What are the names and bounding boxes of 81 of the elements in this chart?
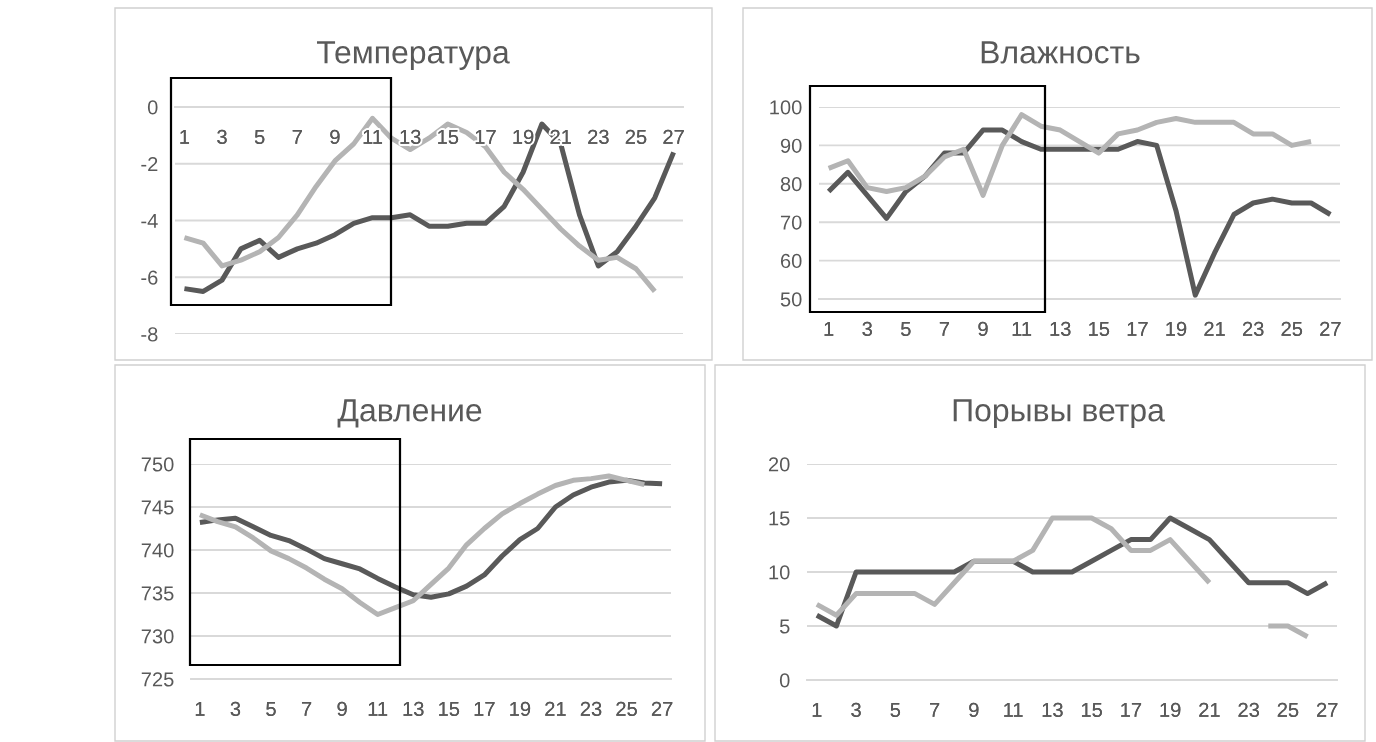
y-tick-label: 10 <box>769 565 790 580</box>
x-tick-label: 13 <box>1050 321 1071 337</box>
x-tick-label: 15 <box>439 701 460 717</box>
x-tick-label: 11 <box>363 129 383 144</box>
x-tick-label: 1 <box>180 129 190 144</box>
y-tick-label: -2 <box>141 156 158 172</box>
x-tick-label: 1 <box>195 701 205 716</box>
chart-title: Влажность <box>981 41 1140 64</box>
x-tick-label: 1 <box>812 702 822 717</box>
x-tick-label: 3 <box>851 702 861 718</box>
x-tick-label: 13 <box>400 129 421 145</box>
y-tick-label: 735 <box>141 586 174 601</box>
x-tick-label: 27 <box>651 701 673 716</box>
x-tick-label: 19 <box>510 701 531 717</box>
x-tick-label: 15 <box>438 129 459 145</box>
y-tick-label: 740 <box>141 543 174 558</box>
chart-title: Давление <box>337 399 482 428</box>
x-tick-label: 17 <box>1127 321 1148 336</box>
x-tick-label: 21 <box>545 701 566 716</box>
y-tick-label: 0 <box>147 100 158 115</box>
y-tick-label: 50 <box>780 292 802 307</box>
y-tick-label: 725 <box>141 672 174 687</box>
x-tick-label: 9 <box>337 701 347 717</box>
x-tick-label: 17 <box>474 701 495 716</box>
x-tick-label: 5 <box>890 702 901 718</box>
y-tick-label: 730 <box>141 629 174 644</box>
x-tick-label: 21 <box>1199 702 1220 717</box>
x-tick-label: 3 <box>230 701 241 717</box>
y-tick-label: -4 <box>141 213 158 228</box>
x-tick-label: 19 <box>1166 321 1187 337</box>
y-tick-label: 80 <box>780 177 802 192</box>
x-tick-label: 1 <box>824 321 834 336</box>
y-tick-label: 70 <box>780 215 802 230</box>
y-tick-label: -6 <box>141 270 158 285</box>
x-tick-label: 11 <box>368 701 388 716</box>
y-tick-label: 5 <box>779 619 790 634</box>
x-tick-label: 19 <box>513 129 534 145</box>
x-tick-label: 7 <box>301 701 312 716</box>
chart-title: Температура <box>317 41 510 70</box>
x-tick-label: 17 <box>475 129 496 144</box>
x-tick-label: 7 <box>930 702 940 717</box>
x-tick-label: 9 <box>969 702 979 718</box>
x-tick-label: 5 <box>266 701 276 717</box>
x-tick-label: 23 <box>1242 321 1264 337</box>
x-tick-label: 7 <box>292 129 302 144</box>
x-tick-label: 23 <box>580 701 602 717</box>
y-tick-label: 100 <box>770 100 802 115</box>
x-tick-label: 27 <box>1317 702 1338 717</box>
x-tick-label: 3 <box>217 129 227 145</box>
x-tick-label: 9 <box>978 321 988 337</box>
y-tick-label: 750 <box>141 457 174 472</box>
x-tick-label: 25 <box>1281 321 1303 337</box>
x-tick-label: 13 <box>1042 702 1063 718</box>
x-tick-label: 5 <box>901 321 911 337</box>
x-tick-label: 5 <box>254 129 265 145</box>
y-tick-label: 60 <box>780 253 802 269</box>
x-tick-label: 27 <box>1320 321 1341 336</box>
y-tick-label: 0 <box>779 673 790 688</box>
x-tick-label: 7 <box>939 321 950 336</box>
x-tick-label: 3 <box>862 321 872 337</box>
y-tick-label: 745 <box>141 500 174 515</box>
x-tick-label: 13 <box>403 701 424 717</box>
x-tick-label: 17 <box>1121 702 1142 717</box>
x-tick-label: 15 <box>1081 702 1102 718</box>
x-tick-label: 9 <box>330 129 340 145</box>
x-tick-label: 25 <box>616 701 637 717</box>
y-tick-label: 90 <box>780 138 802 153</box>
x-tick-label: 11 <box>1004 702 1023 717</box>
y-tick-label: 15 <box>769 511 790 526</box>
x-tick-label: 11 <box>1012 321 1032 336</box>
x-tick-label: 23 <box>1238 702 1259 718</box>
x-tick-label: 25 <box>625 129 647 145</box>
chart-title: Порывы ветра <box>953 399 1165 428</box>
x-tick-label: 21 <box>1204 321 1225 336</box>
y-tick-label: -8 <box>141 327 158 342</box>
x-tick-label: 25 <box>1277 702 1299 718</box>
x-tick-label: 23 <box>588 129 609 145</box>
x-tick-label: 27 <box>663 129 684 144</box>
y-tick-label: 20 <box>768 457 790 472</box>
x-tick-label: 19 <box>1160 702 1181 718</box>
x-tick-label: 15 <box>1089 321 1110 337</box>
